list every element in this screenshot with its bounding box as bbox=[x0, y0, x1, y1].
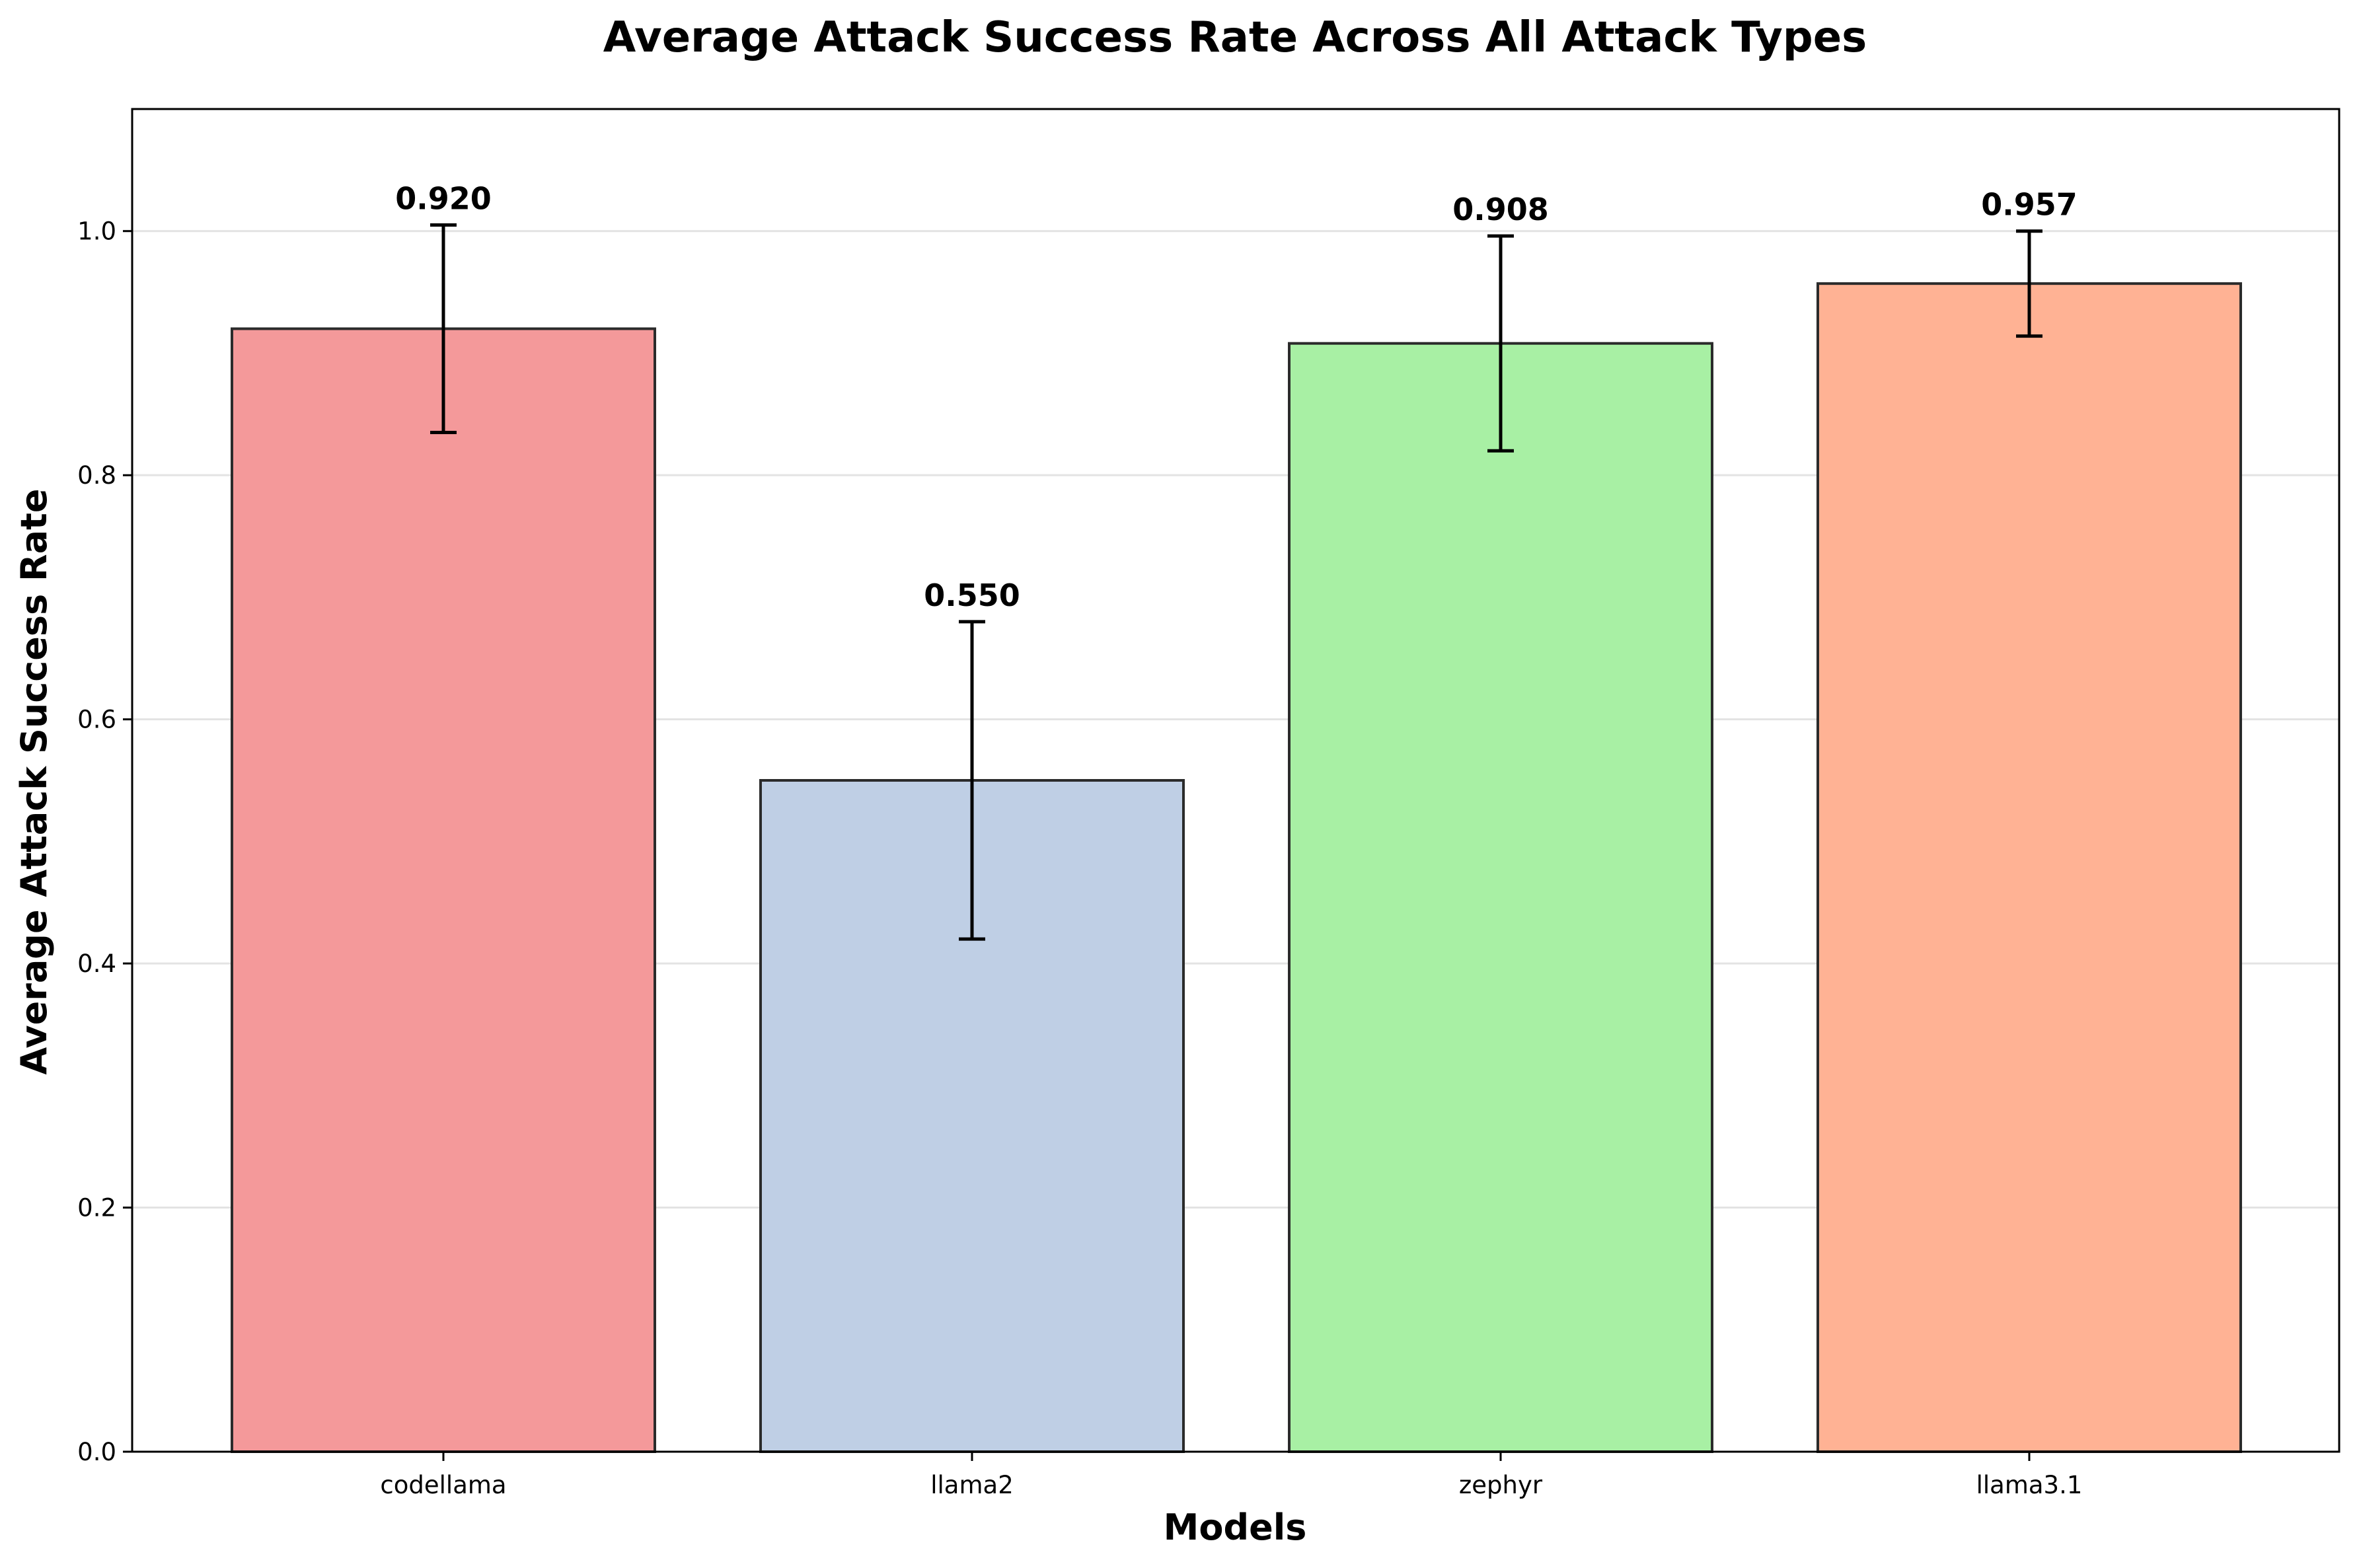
data-label: 0.908 bbox=[1452, 192, 1549, 227]
error-bar bbox=[430, 223, 457, 435]
x-axis-label: Models bbox=[1164, 1507, 1307, 1548]
x-axis-ticks: codellama llama2 zephyr llama3.1 bbox=[380, 1452, 2082, 1499]
data-label: 0.920 bbox=[395, 180, 492, 216]
y-axis-label: Average Attack Success Rate bbox=[13, 489, 55, 1075]
data-label: 0.550 bbox=[924, 578, 1020, 613]
y-tick-label: 0.8 bbox=[77, 461, 116, 490]
data-labels: 0.920 0.550 0.908 0.957 bbox=[395, 180, 2078, 613]
error-bar bbox=[1487, 234, 1514, 453]
error-bars bbox=[430, 223, 2042, 941]
y-tick-label: 0.4 bbox=[77, 950, 116, 978]
y-tick-label: 0.6 bbox=[77, 706, 116, 734]
plot-frame bbox=[131, 108, 2340, 1453]
x-tick-label: zephyr bbox=[1459, 1471, 1543, 1499]
x-tick-label: llama2 bbox=[930, 1471, 1014, 1499]
error-bar bbox=[2016, 229, 2042, 338]
bar-llama3-1 bbox=[1816, 282, 2242, 1453]
x-tick-label: llama3.1 bbox=[1976, 1471, 2083, 1499]
y-tick-label: 0.0 bbox=[77, 1438, 116, 1466]
error-bar bbox=[959, 620, 985, 941]
data-label: 0.957 bbox=[1981, 187, 2078, 223]
x-tick-label: codellama bbox=[380, 1471, 506, 1499]
bar-zephyr bbox=[1288, 342, 1713, 1453]
bar-codellama bbox=[231, 327, 656, 1454]
y-axis-ticks: 0.0 0.2 0.4 0.6 0.8 1.0 bbox=[77, 217, 132, 1466]
chart-title: Average Attack Success Rate Across All A… bbox=[603, 13, 1867, 62]
y-tick-label: 0.2 bbox=[77, 1194, 116, 1222]
y-tick-label: 1.0 bbox=[77, 217, 116, 246]
